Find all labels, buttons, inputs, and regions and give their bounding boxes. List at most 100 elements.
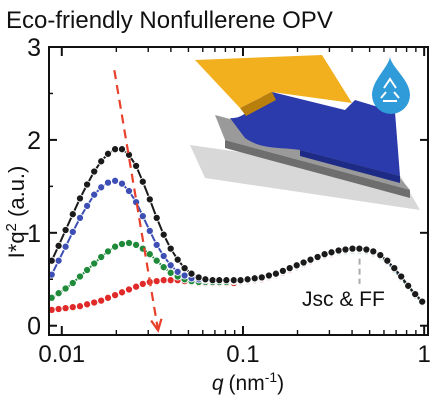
data-point-red (68, 303, 77, 312)
inset-gold-electrode (195, 55, 352, 108)
data-point-black (334, 246, 343, 255)
data-point-black (250, 274, 259, 283)
data-point-black (299, 258, 308, 267)
data-point-black (341, 245, 350, 254)
data-point-blue (90, 190, 99, 199)
y-tick-label: 1 (27, 220, 41, 248)
data-point-black (348, 244, 357, 253)
data-point-green (83, 265, 92, 275)
data-point-red (90, 298, 99, 307)
inset-device-illustration (190, 55, 420, 210)
data-point-black (208, 276, 217, 285)
data-point-blue (117, 179, 127, 188)
chart-title: Eco-friendly Nonfullerene OPV (6, 7, 333, 34)
data-point-green (152, 256, 161, 265)
data-point-red (159, 276, 168, 285)
data-point-blue (173, 267, 182, 276)
inset-blue-layer-edge (300, 150, 400, 183)
x-tick-label: 0.01 (38, 341, 85, 368)
inset-gold-edge (240, 92, 276, 116)
data-point-black (362, 245, 371, 254)
data-point-black (327, 248, 336, 257)
data-point-blue (152, 240, 161, 249)
data-point-black (320, 250, 329, 259)
data-point-blue (159, 251, 168, 261)
data-point-black (159, 230, 168, 239)
data-point-black (243, 275, 252, 284)
data-point-blue (111, 176, 120, 185)
data-point-green (68, 278, 77, 288)
data-point-green (132, 240, 141, 249)
data-point-red (103, 293, 113, 302)
data-point-blue (68, 227, 77, 236)
data-point-black (61, 225, 70, 235)
data-point-black (103, 149, 113, 158)
data-point-black (152, 213, 161, 222)
data-point-blue (124, 186, 134, 196)
data-point-black (271, 269, 280, 278)
data-point-black (278, 266, 287, 275)
data-point-black (418, 297, 427, 306)
data-point-red (61, 304, 70, 313)
data-point-black (285, 264, 294, 273)
data-point-black (90, 167, 99, 176)
eco-drop-icon (372, 57, 410, 114)
data-point-blue (97, 183, 106, 192)
x-tick-label: 1 (417, 341, 430, 368)
data-point-green (61, 284, 70, 293)
data-point-green (75, 272, 85, 281)
data-point-black (132, 161, 141, 170)
data-point-black (111, 145, 120, 154)
data-point-black (180, 264, 189, 273)
data-point-red (54, 304, 63, 314)
plot-frame (48, 46, 429, 336)
data-point-blue (61, 242, 70, 251)
data-point-red (166, 276, 175, 285)
inset-base-shadow (190, 145, 420, 210)
inset-blue-layer (230, 91, 400, 176)
data-point-blue (75, 213, 85, 222)
data-point-black (187, 269, 196, 278)
data-point-black (236, 276, 245, 285)
y-tick-label: 2 (27, 127, 41, 155)
data-point-black (222, 276, 231, 285)
data-point-black (229, 276, 238, 285)
data-point-black (411, 290, 420, 299)
data-point-blue (83, 201, 92, 210)
data-point-black (138, 177, 147, 186)
x-axis-label: q (nm-1) (212, 369, 284, 395)
data-point-green (117, 239, 127, 249)
data-point-black (166, 244, 175, 253)
data-point-black (369, 247, 378, 256)
data-point-black (306, 255, 315, 264)
data-point-black (215, 276, 224, 285)
y-tick-label: 0 (27, 313, 41, 341)
data-point-green (97, 252, 106, 262)
data-point-green (124, 238, 134, 248)
plot-area (47, 70, 427, 333)
data-point-red (111, 291, 120, 300)
data-point-black (194, 273, 203, 282)
data-point-black (397, 272, 406, 281)
data-point-red (83, 300, 92, 309)
data-point-blue (138, 212, 147, 221)
data-point-red (75, 302, 85, 311)
data-point-black (355, 244, 364, 253)
data-point-red (124, 285, 134, 294)
y-tick-label: 3 (27, 34, 41, 62)
data-point-green (103, 247, 113, 256)
data-point-red (132, 282, 141, 291)
y-axis-label: I*q2 (a.u.) (3, 166, 29, 259)
data-point-blue (54, 256, 63, 265)
inset-substrate-edge (225, 140, 410, 198)
data-point-green (54, 289, 63, 298)
data-point-black (390, 264, 399, 273)
data-point-black (404, 281, 413, 290)
data-point-black (376, 251, 385, 260)
data-point-red (97, 296, 106, 305)
data-point-black (117, 145, 127, 154)
data-point-black (201, 275, 210, 284)
data-point-black (68, 210, 77, 219)
data-point-black (264, 271, 273, 280)
